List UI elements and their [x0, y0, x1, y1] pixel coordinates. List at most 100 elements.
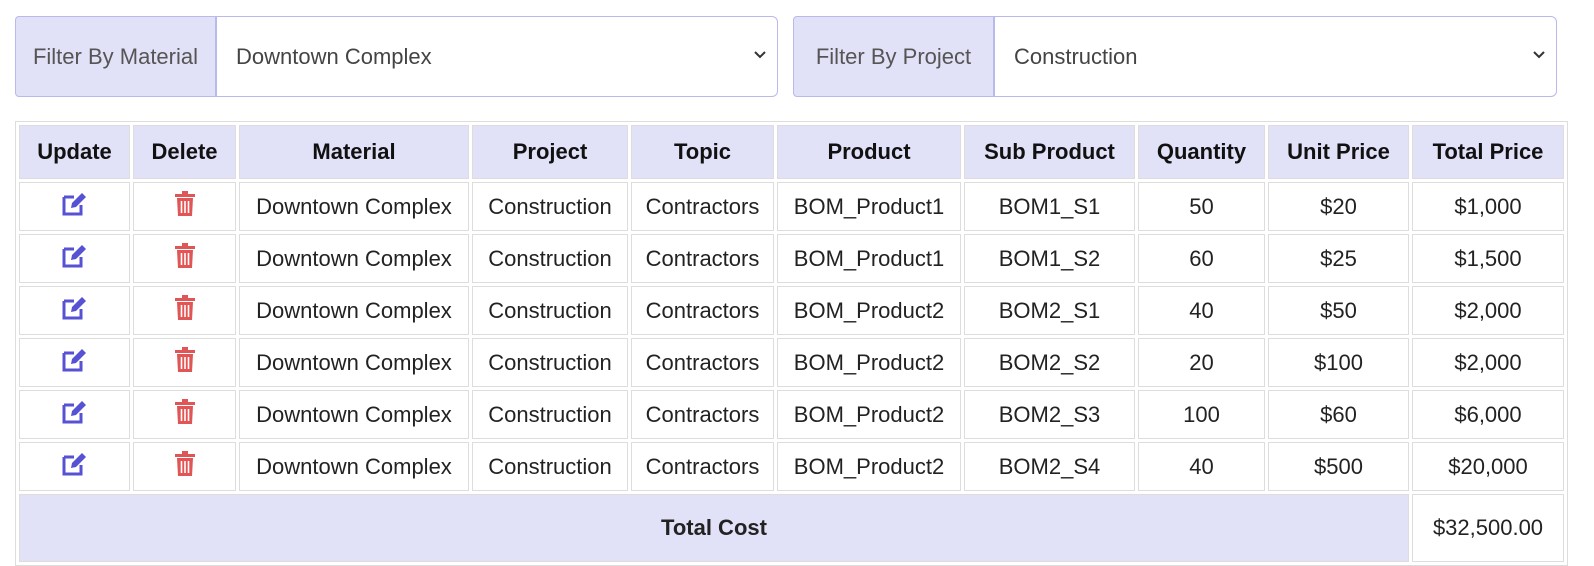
delete-icon: [174, 294, 195, 320]
column-header: Update: [19, 125, 130, 179]
table-cell: 40: [1138, 442, 1265, 491]
table-cell: Contractors: [631, 338, 774, 387]
table-cell: BOM2_S1: [964, 286, 1135, 335]
delete-cell: [133, 338, 236, 387]
table-cell: $1,500: [1412, 234, 1564, 283]
column-header: Topic: [631, 125, 774, 179]
delete-button[interactable]: [174, 450, 196, 482]
column-header: Unit Price: [1268, 125, 1409, 179]
edit-button[interactable]: [61, 192, 89, 222]
table-row: Downtown Complex Construction Contractors B…: [19, 338, 1564, 387]
edit-icon: [62, 452, 86, 475]
column-header: Total Price: [1412, 125, 1564, 179]
table-cell: Downtown Complex: [239, 390, 469, 439]
table-cell: Construction: [472, 234, 628, 283]
filter-select[interactable]: Construction: [994, 16, 1557, 97]
chevron: [754, 51, 766, 59]
table-cell: $2,000: [1412, 338, 1564, 387]
edit-icon: [62, 244, 86, 267]
delete-icon: [174, 450, 195, 476]
table-cell: Construction: [472, 338, 628, 387]
table-row: Downtown Complex Construction Contractors B…: [19, 390, 1564, 439]
filter-group: Filter By Material Downtown Complex: [15, 16, 778, 97]
table-cell: BOM2_S3: [964, 390, 1135, 439]
header-row: Update Delete Material Project Topic Product S…: [19, 125, 1564, 179]
delete-icon: [174, 398, 195, 424]
edit-icon: [62, 192, 86, 215]
delete-cell: [133, 390, 236, 439]
table-cell: $20,000: [1412, 442, 1564, 491]
table-cell: Downtown Complex: [239, 286, 469, 335]
update-cell: [19, 442, 130, 491]
table-cell: 100: [1138, 390, 1265, 439]
table-cell: Downtown Complex: [239, 182, 469, 231]
delete-button[interactable]: [174, 190, 196, 222]
table-cell: $100: [1268, 338, 1409, 387]
table-cell: BOM_Product2: [777, 338, 961, 387]
select-value: Construction: [1014, 43, 1138, 69]
edit-button[interactable]: [61, 348, 89, 378]
table-cell: Construction: [472, 390, 628, 439]
edit-button[interactable]: [61, 452, 89, 482]
table-cell: $50: [1268, 286, 1409, 335]
update-cell: [19, 338, 130, 387]
table-cell: BOM1_S2: [964, 234, 1135, 283]
table-cell: Downtown Complex: [239, 442, 469, 491]
delete-cell: [133, 442, 236, 491]
table-cell: Contractors: [631, 234, 774, 283]
column-header: Sub Product: [964, 125, 1135, 179]
edit-button[interactable]: [61, 400, 89, 430]
table-cell: BOM2_S2: [964, 338, 1135, 387]
delete-icon: [174, 242, 195, 268]
total-label: Total Cost: [19, 494, 1409, 562]
table-row: Downtown Complex Construction Contractors B…: [19, 442, 1564, 491]
table-cell: BOM1_S1: [964, 182, 1135, 231]
delete-button[interactable]: [174, 294, 196, 326]
column-header: Project: [472, 125, 628, 179]
table-cell: $25: [1268, 234, 1409, 283]
table-row: Downtown Complex Construction Contractors B…: [19, 182, 1564, 231]
table-cell: BOM_Product2: [777, 286, 961, 335]
delete-button[interactable]: [174, 398, 196, 430]
update-cell: [19, 234, 130, 283]
column-header: Material: [239, 125, 469, 179]
table-cell: BOM2_S4: [964, 442, 1135, 491]
table-row: Downtown Complex Construction Contractors B…: [19, 234, 1564, 283]
table-cell: $6,000: [1412, 390, 1564, 439]
update-cell: [19, 182, 130, 231]
table-row: Downtown Complex Construction Contractors B…: [19, 286, 1564, 335]
filter-group: Filter By Project Construction: [793, 16, 1557, 97]
filter-label: Filter By Project: [793, 16, 994, 97]
table-cell: Contractors: [631, 286, 774, 335]
table-cell: $500: [1268, 442, 1409, 491]
table-cell: 60: [1138, 234, 1265, 283]
filter-bar: Filter By Material Downtown Complex Filt…: [15, 16, 1557, 97]
table-cell: BOM_Product2: [777, 390, 961, 439]
table-cell: BOM_Product1: [777, 182, 961, 231]
delete-cell: [133, 286, 236, 335]
total-row: Total Cost $32,500.00: [19, 494, 1564, 562]
edit-button[interactable]: [61, 296, 89, 326]
edit-icon: [62, 296, 86, 319]
table-cell: $2,000: [1412, 286, 1564, 335]
table-cell: Construction: [472, 182, 628, 231]
update-cell: [19, 286, 130, 335]
table-cell: Construction: [472, 286, 628, 335]
table-cell: BOM_Product1: [777, 234, 961, 283]
table-cell: Downtown Complex: [239, 234, 469, 283]
delete-cell: [133, 182, 236, 231]
table-cell: 40: [1138, 286, 1265, 335]
chevron: [1533, 51, 1545, 59]
table-cell: BOM_Product2: [777, 442, 961, 491]
edit-button[interactable]: [61, 244, 89, 274]
delete-icon: [174, 190, 195, 216]
delete-button[interactable]: [174, 242, 196, 274]
filter-select[interactable]: Downtown Complex: [216, 16, 778, 97]
table-cell: 20: [1138, 338, 1265, 387]
delete-button[interactable]: [174, 346, 196, 378]
table-cell: $60: [1268, 390, 1409, 439]
column-header: Quantity: [1138, 125, 1265, 179]
bom-table: Update Delete Material Project Topic Product S…: [15, 121, 1568, 566]
edit-icon: [62, 348, 86, 371]
